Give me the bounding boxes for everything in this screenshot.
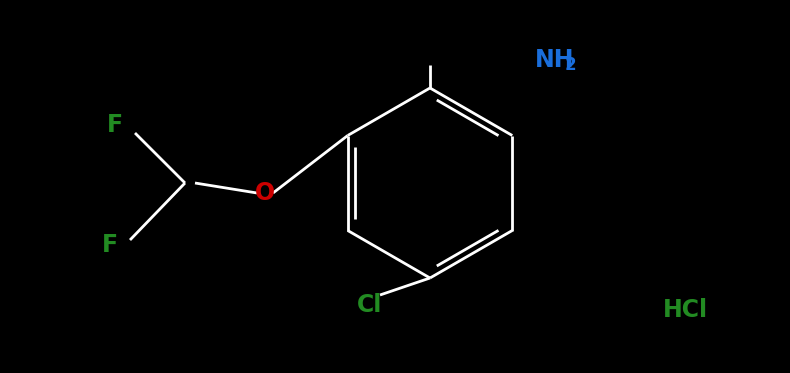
- Text: HCl: HCl: [663, 298, 708, 322]
- Text: O: O: [255, 181, 275, 205]
- Text: Cl: Cl: [357, 293, 382, 317]
- Text: 2: 2: [565, 56, 577, 74]
- Text: F: F: [102, 233, 118, 257]
- Text: NH: NH: [535, 48, 574, 72]
- Text: F: F: [107, 113, 123, 137]
